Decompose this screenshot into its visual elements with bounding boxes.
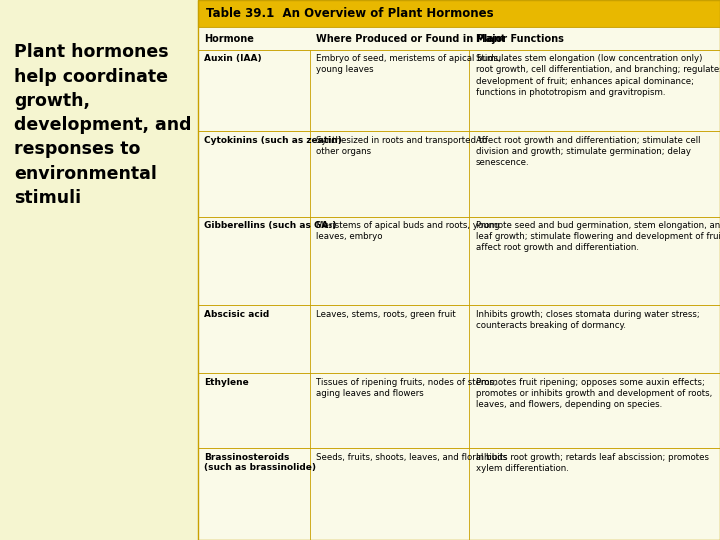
Bar	[198, 27, 720, 50]
Bar	[198, 131, 720, 217]
Bar	[198, 448, 720, 540]
Bar	[198, 50, 720, 131]
Text: Where Produced or Found in Plant: Where Produced or Found in Plant	[317, 33, 506, 44]
Bar	[198, 306, 720, 373]
Text: Embryo of seed, meristems of apical buds,
young leaves: Embryo of seed, meristems of apical buds…	[317, 55, 501, 75]
Text: Hormone: Hormone	[204, 33, 254, 44]
Text: Abscisic acid: Abscisic acid	[204, 310, 269, 319]
Text: Promote seed and bud germination, stem elongation, and
leaf growth; stimulate fl: Promote seed and bud germination, stem e…	[476, 221, 720, 252]
Text: Gibberellins (such as GA₃): Gibberellins (such as GA₃)	[204, 221, 337, 230]
Text: Meristems of apical buds and roots, young
leaves, embryo: Meristems of apical buds and roots, youn…	[317, 221, 500, 241]
Text: Affect root growth and differentiation; stimulate cell
division and growth; stim: Affect root growth and differentiation; …	[476, 136, 701, 167]
Text: Synthesized in roots and transported to
other organs: Synthesized in roots and transported to …	[317, 136, 488, 156]
Bar	[198, 217, 720, 306]
Text: Leaves, stems, roots, green fruit: Leaves, stems, roots, green fruit	[317, 310, 456, 319]
Text: Ethylene: Ethylene	[204, 377, 249, 387]
Bar	[198, 373, 720, 448]
Text: Promotes fruit ripening; opposes some auxin effects;
promotes or inhibits growth: Promotes fruit ripening; opposes some au…	[476, 377, 712, 409]
Text: Table 39.1  An Overview of Plant Hormones: Table 39.1 An Overview of Plant Hormones	[206, 7, 493, 20]
Text: Inhibits growth; closes stomata during water stress;
counteracts breaking of dor: Inhibits growth; closes stomata during w…	[476, 310, 699, 330]
Text: Stimulates stem elongation (low concentration only)
root growth, cell differenti: Stimulates stem elongation (low concentr…	[476, 55, 720, 97]
Text: Plant hormones
help coordinate
growth,
development, and
responses to
environment: Plant hormones help coordinate growth, d…	[14, 43, 192, 207]
Text: Major Functions: Major Functions	[476, 33, 564, 44]
Text: Tissues of ripening fruits, nodes of stems,
aging leaves and flowers: Tissues of ripening fruits, nodes of ste…	[317, 377, 497, 397]
Text: Brassinosteroids
(such as brassinolide): Brassinosteroids (such as brassinolide)	[204, 453, 316, 472]
Text: Cytokinins (such as zeatin): Cytokinins (such as zeatin)	[204, 136, 342, 145]
Text: Seeds, fruits, shoots, leaves, and floral buds: Seeds, fruits, shoots, leaves, and flora…	[317, 453, 508, 462]
Bar	[198, 0, 720, 27]
Text: Inhibits root growth; retards leaf abscission; promotes
xylem differentiation.: Inhibits root growth; retards leaf absci…	[476, 453, 708, 472]
Text: Auxin (IAA): Auxin (IAA)	[204, 55, 262, 63]
